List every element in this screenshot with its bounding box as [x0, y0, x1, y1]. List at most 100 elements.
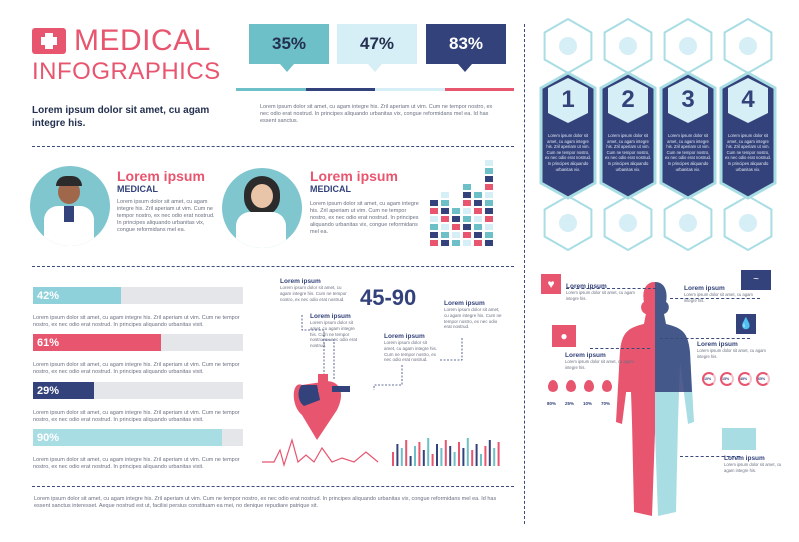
callout-3: Lorem ipsum Lorem ipsum dolor sit amet, … [384, 333, 439, 363]
pulse-bar [427, 438, 430, 466]
doctor-1-text: Lorem ipsum dolor sit amet, cu agam inte… [117, 199, 215, 233]
block-cell [430, 200, 438, 206]
body-label-1: Lorem ipsum Lorem ipsum dolor sit amet, … [566, 283, 646, 301]
pulse-bar [449, 446, 452, 466]
hex-text: Lorem ipsum dolor sit amet, cu agam inte… [664, 133, 712, 172]
blood-drop-icon [566, 380, 576, 392]
block-cell [463, 232, 471, 238]
callout-text: Lorem ipsum dolor sit amet, cu agam inte… [280, 285, 347, 302]
pulse-bar [493, 448, 496, 466]
block-cell [485, 224, 493, 230]
pulse-bar [497, 442, 500, 466]
hex-text: Lorem ipsum dolor sit amet, cu agam inte… [604, 133, 652, 172]
human-body [616, 282, 694, 516]
medical-icon [739, 214, 757, 232]
pulse-bar [414, 446, 416, 466]
pulse-bar [400, 448, 403, 466]
medical-icon [679, 214, 697, 232]
pulse-bar [475, 444, 478, 466]
progress-text: Lorem ipsum dolor sit amet, cu agam inte… [33, 315, 240, 328]
block-cell [485, 168, 493, 174]
doctor-avatar [222, 168, 302, 248]
drop-value: 10% [583, 401, 593, 406]
divider [32, 486, 514, 488]
progress-text: Lorem ipsum dolor sit amet, cu agam inte… [33, 362, 240, 375]
divider [32, 266, 514, 268]
block-cell [452, 232, 460, 238]
drop-value: 25% [565, 401, 575, 406]
callout-4: Lorem ipsum Lorem ipsum dolor sit amet, … [444, 300, 504, 330]
connector [680, 456, 740, 458]
body-label-4: Lorem ipsum Lorem ipsum dolor sit amet, … [697, 341, 777, 359]
progress-fill [33, 429, 222, 446]
hex-number: 4 [741, 86, 755, 113]
medical-icon [559, 214, 577, 232]
connector [590, 348, 650, 350]
block-cell [463, 184, 471, 190]
body-label-text: Lorem ipsum dolor sit amet, cu agam inte… [724, 462, 782, 473]
pulse-bar [484, 446, 487, 466]
block-cell [441, 192, 449, 198]
stat-color-line [236, 88, 514, 91]
progress-label: 42% [37, 290, 60, 302]
block-cell [474, 208, 482, 214]
block-cell [441, 240, 449, 246]
pulse-bar [431, 454, 434, 466]
hex-number-badge [608, 78, 648, 123]
connector [566, 288, 656, 290]
medical-icon [619, 37, 637, 55]
progress-fill [33, 382, 94, 399]
block-cell [463, 240, 471, 246]
body-label-text: Lorem ipsum dolor sit amet, cu agam inte… [697, 348, 766, 359]
header-body: Lorem ipsum dolor sit amet, cu agam inte… [260, 104, 493, 124]
progress-ring [720, 372, 734, 386]
doctor-2-title: Lorem ipsum [310, 168, 398, 184]
hex-number-badge [668, 78, 708, 123]
pulse-bar [458, 442, 460, 466]
footer-text: Lorem ipsum dolor sit amet, cu agam inte… [34, 496, 497, 509]
progress-text: Lorem ipsum dolor sit amet, cu agam inte… [33, 457, 240, 470]
block-cell [441, 216, 449, 222]
medical-icon [619, 214, 637, 232]
pulse-bar [405, 440, 408, 466]
block-cell [452, 224, 460, 230]
block-cell [430, 240, 438, 246]
doctor-1-sub: MEDICAL [117, 184, 158, 194]
stat-pointer [368, 64, 382, 72]
hex-number: 1 [561, 86, 575, 113]
block-cell [463, 192, 471, 198]
medical-icon [559, 37, 577, 55]
vertical-divider [524, 24, 526, 524]
block-cell [485, 208, 493, 214]
progress-ring [756, 372, 770, 386]
progress-ring [738, 372, 752, 386]
blood-drop-icon [584, 380, 594, 392]
pulse-bar [392, 452, 394, 466]
stat-pointer [458, 64, 472, 72]
body-label-title: Lorem ipsum [724, 455, 765, 462]
ring-value: 65% [758, 377, 766, 381]
block-cell [452, 208, 460, 214]
block-cell [452, 240, 460, 246]
hex-number-badge [728, 78, 768, 123]
block-cell [441, 208, 449, 214]
doctor-avatar [30, 166, 110, 246]
medical-cross-icon [32, 28, 66, 54]
body-label-title: Lorem ipsum [565, 352, 606, 359]
block-cell [474, 216, 482, 222]
block-cell [430, 232, 438, 238]
callout-title: Lorem ipsum [310, 313, 351, 320]
block-cell [474, 232, 482, 238]
medical-icon [679, 37, 697, 55]
pulse-bar [462, 448, 465, 466]
pulse-bar [409, 456, 412, 466]
stat-pointer [280, 64, 294, 72]
body-label-text: Lorem ipsum dolor sit amet, cu agam inte… [684, 292, 753, 303]
block-cell [485, 232, 493, 238]
connector [660, 338, 750, 340]
hex-number: 3 [681, 86, 695, 113]
title-line-2: INFOGRAPHICS [32, 58, 221, 85]
pulse-bar [440, 448, 443, 466]
block-cell [441, 232, 449, 238]
block-cell [441, 200, 449, 206]
